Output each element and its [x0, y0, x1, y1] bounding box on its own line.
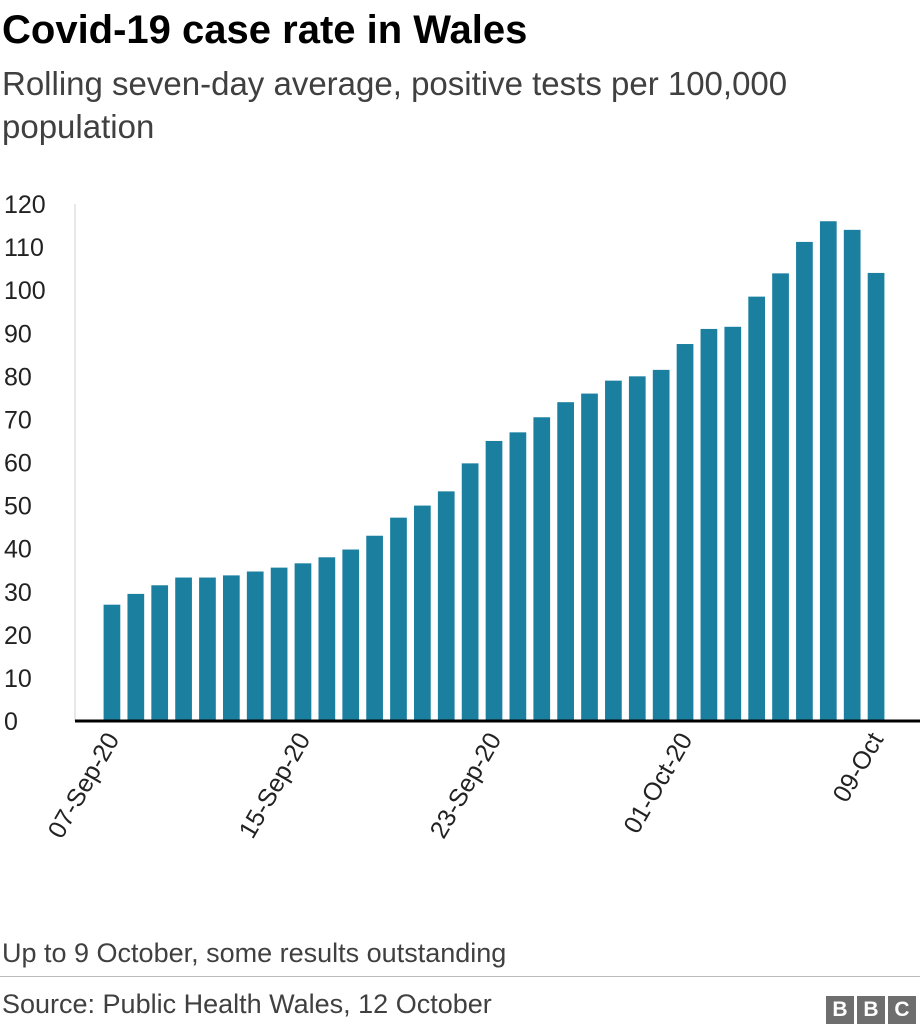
y-tick-label: 110	[4, 234, 44, 262]
logo-letter-c: C	[888, 996, 916, 1024]
bar	[366, 535, 383, 721]
y-tick-label: 20	[4, 622, 32, 650]
x-tick-label: 15-Sep-20	[234, 728, 317, 843]
footer-divider	[0, 976, 920, 977]
bar	[652, 369, 670, 721]
bar	[199, 577, 216, 721]
y-tick-label: 100	[4, 277, 46, 305]
x-tick-label: 07-Sep-20	[43, 728, 126, 843]
y-axis: 0 10 20 30 40 50 60 70 80 90 100 110 120	[4, 191, 76, 736]
y-tick-label: 90	[4, 320, 32, 348]
y-tick-label: 60	[4, 450, 32, 478]
x-axis: 07-Sep-20 15-Sep-20 23-Sep-20 01-Oct-20 09-O…	[43, 728, 890, 843]
bar	[748, 296, 766, 721]
bar	[414, 505, 431, 721]
y-tick-label: 0	[4, 708, 18, 736]
y-tick-label: 30	[4, 579, 32, 607]
bars	[103, 221, 885, 721]
bar	[533, 417, 551, 721]
chart-title: Covid-19 case rate in Wales	[2, 8, 528, 52]
y-tick-label: 70	[4, 406, 32, 434]
y-tick-label: 50	[4, 493, 32, 521]
source-note: Source: Public Health Wales, 12 October	[2, 989, 492, 1019]
bar	[246, 571, 264, 721]
y-tick-label: 120	[4, 191, 46, 219]
bar	[772, 273, 789, 721]
bar	[175, 577, 192, 721]
bar	[628, 376, 646, 721]
bar	[605, 380, 622, 721]
bar-chart: 0 10 20 30 40 50 60 70 80 90 100 110 120 07-Sep-20 15…	[4, 191, 920, 843]
bar	[676, 344, 694, 721]
bar	[557, 402, 574, 721]
chart-subtitle: Rolling seven-day average, positive test…	[2, 65, 788, 145]
bar	[103, 604, 121, 721]
bar	[724, 326, 742, 721]
x-tick-label: 23-Sep-20	[425, 728, 508, 843]
footnote: Up to 9 October, some results outstandin…	[2, 938, 507, 968]
bar	[151, 585, 169, 721]
bar	[796, 241, 813, 721]
bar	[318, 557, 336, 721]
logo-letter-b1: B	[826, 996, 854, 1024]
bar	[843, 229, 861, 721]
bar	[700, 328, 718, 721]
bar	[390, 517, 407, 721]
bar	[437, 491, 455, 721]
bar	[294, 563, 312, 721]
bar	[509, 432, 527, 721]
y-tick-label: 10	[4, 665, 32, 693]
bar	[819, 221, 837, 721]
logo-letter-b2: B	[857, 996, 885, 1024]
bar	[270, 567, 288, 721]
x-tick-label: 01-Oct-20	[618, 728, 698, 838]
bar	[222, 575, 240, 721]
bbc-logo: B B C	[826, 996, 916, 1024]
bar	[127, 593, 145, 721]
bar	[342, 549, 360, 721]
bar	[485, 440, 503, 721]
bar	[581, 393, 598, 721]
bar	[461, 463, 479, 721]
bar	[867, 272, 885, 721]
x-tick-label: 09-Oct	[827, 728, 889, 807]
y-tick-label: 80	[4, 363, 32, 391]
y-tick-label: 40	[4, 536, 32, 564]
